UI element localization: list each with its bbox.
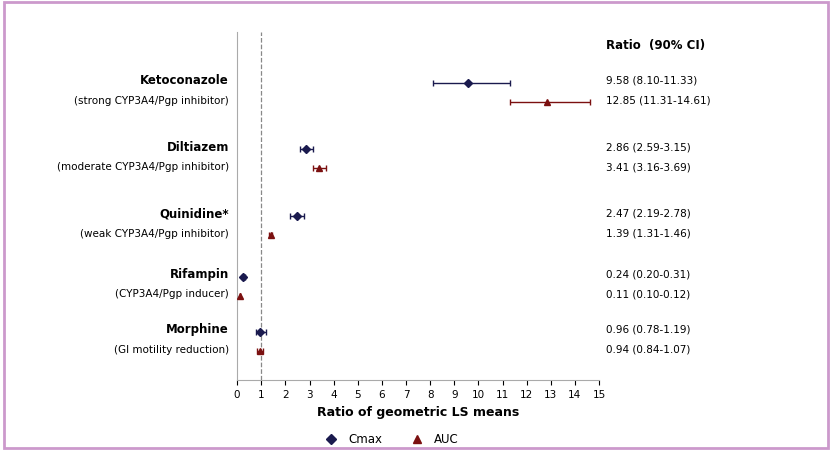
Text: (strong CYP3A4/Pgp inhibitor): (strong CYP3A4/Pgp inhibitor) <box>74 96 229 106</box>
Text: (moderate CYP3A4/Pgp inhibitor): (moderate CYP3A4/Pgp inhibitor) <box>57 162 229 172</box>
Text: 0.94 (0.84-1.07): 0.94 (0.84-1.07) <box>606 345 690 355</box>
Text: Morphine: Morphine <box>166 324 229 337</box>
Text: 3.41 (3.16-3.69): 3.41 (3.16-3.69) <box>606 162 691 172</box>
Text: 0.96 (0.78-1.19): 0.96 (0.78-1.19) <box>606 325 691 335</box>
Text: (weak CYP3A4/Pgp inhibitor): (weak CYP3A4/Pgp inhibitor) <box>80 229 229 238</box>
Text: 0.11 (0.10-0.12): 0.11 (0.10-0.12) <box>606 289 690 299</box>
Text: (CYP3A4/Pgp inducer): (CYP3A4/Pgp inducer) <box>115 289 229 299</box>
Text: 1.39 (1.31-1.46): 1.39 (1.31-1.46) <box>606 229 691 238</box>
Text: Rifampin: Rifampin <box>170 268 229 281</box>
Text: 2.86 (2.59-3.15): 2.86 (2.59-3.15) <box>606 142 691 152</box>
Text: Ketoconazole: Ketoconazole <box>140 74 229 87</box>
Text: 0.24 (0.20-0.31): 0.24 (0.20-0.31) <box>606 270 690 279</box>
Text: Diltiazem: Diltiazem <box>166 141 229 154</box>
Text: 9.58 (8.10-11.33): 9.58 (8.10-11.33) <box>606 76 697 86</box>
Text: 2.47 (2.19-2.78): 2.47 (2.19-2.78) <box>606 209 691 219</box>
Text: Ratio  (90% CI): Ratio (90% CI) <box>606 39 705 52</box>
Text: (GI motility reduction): (GI motility reduction) <box>114 345 229 355</box>
X-axis label: Ratio of geometric LS means: Ratio of geometric LS means <box>317 405 519 418</box>
Text: Quinidine*: Quinidine* <box>159 207 229 220</box>
Text: 12.85 (11.31-14.61): 12.85 (11.31-14.61) <box>606 96 711 106</box>
Legend: Cmax, AUC: Cmax, AUC <box>314 429 463 450</box>
